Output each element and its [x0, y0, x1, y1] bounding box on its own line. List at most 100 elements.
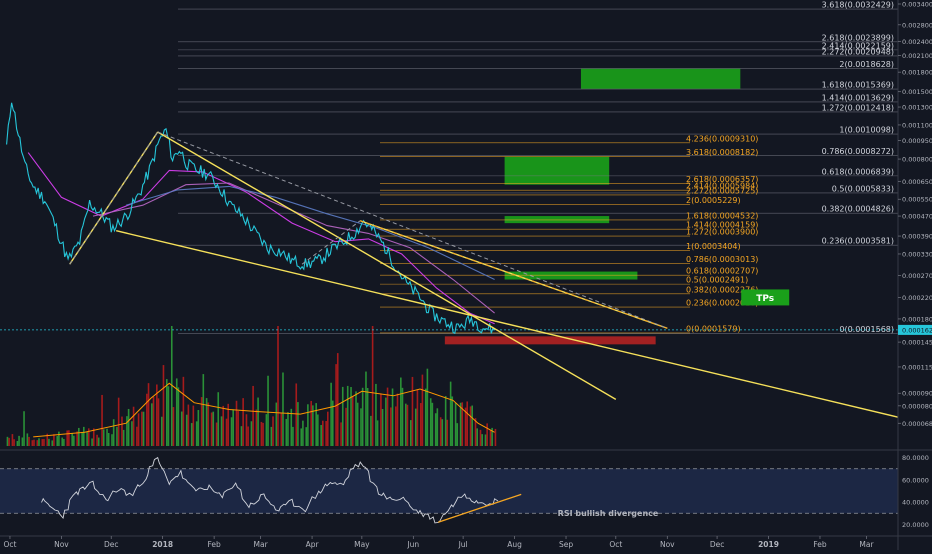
target-zone-2 — [504, 216, 610, 224]
volume-bar-117 — [297, 402, 299, 446]
volume-bar-10 — [31, 440, 34, 446]
fib-orange-label-8: 1.272(0.0003900) — [686, 228, 758, 237]
volume-bar-30 — [81, 432, 83, 446]
volume-bar-103 — [262, 422, 264, 446]
volume-bar-150 — [380, 393, 382, 446]
x-tick-label-15: 2019 — [758, 540, 779, 549]
volume-bar-67 — [172, 407, 175, 446]
volume-bar-158 — [400, 377, 402, 446]
volume-bar-78 — [200, 397, 203, 446]
volume-bar-73 — [187, 404, 190, 446]
volume-bar-92 — [235, 400, 238, 446]
volume-bar-132 — [335, 364, 337, 446]
x-tick-label-1: Nov — [54, 540, 69, 549]
fib-gray-label-10: 0.618(0.0006839) — [822, 167, 894, 176]
volume-bar-64 — [165, 379, 168, 446]
volume-bar-70 — [180, 411, 183, 446]
fib-orange-label-2: 2.618(0.0006357) — [686, 175, 758, 184]
volume-bar-0 — [6, 436, 9, 446]
volume-bar-185 — [466, 401, 469, 446]
volume-bar-77 — [197, 410, 200, 446]
x-tick-label-4: Feb — [207, 540, 221, 549]
volume-bar-176 — [444, 395, 447, 446]
fib-orange-label-6: 1.618(0.0004532) — [686, 211, 758, 220]
volume-bar-123 — [312, 405, 314, 446]
volume-bar-147 — [371, 326, 374, 446]
price-tag-box — [898, 324, 932, 335]
volume-bar-106 — [270, 426, 273, 446]
volume-bar-125 — [317, 414, 319, 446]
volume-bar-189 — [476, 428, 478, 446]
fib-orange-label-4: 2.272(0.0005725) — [686, 186, 758, 195]
volume-bar-131 — [331, 400, 334, 446]
trendline-5 — [157, 131, 668, 329]
volume-bar-54 — [141, 411, 143, 446]
volume-bar-157 — [396, 393, 399, 446]
volume-bar-4 — [16, 441, 19, 446]
volume-bar-164 — [414, 408, 417, 446]
volume-bar-21 — [58, 431, 60, 446]
volume-bar-19 — [53, 434, 55, 446]
volume-bar-183 — [461, 402, 464, 446]
x-tick-label-11: Sep — [559, 540, 573, 549]
volume-bar-69 — [177, 387, 180, 446]
fib-gray-label-2: 2.414(0.0022159) — [822, 41, 894, 50]
volume-bar-26 — [71, 433, 73, 446]
volume-bar-94 — [240, 426, 243, 446]
volume-bar-119 — [302, 420, 304, 446]
volume-bar-156 — [395, 406, 397, 446]
rsi-band — [0, 468, 898, 514]
rsi-y-tick-label-1: 60.0000 — [902, 476, 929, 484]
volume-bar-105 — [267, 375, 269, 446]
fib-gray-label-4: 2(0.0018628) — [839, 60, 894, 69]
trendline-4 — [69, 131, 159, 265]
volume-bar-58 — [151, 403, 153, 446]
volume-bar-89 — [227, 403, 230, 446]
volume-bar-55 — [142, 411, 145, 446]
trendline-2 — [116, 230, 899, 418]
annotations-layer: TPs — [741, 289, 790, 306]
volume-bar-159 — [401, 387, 404, 446]
volume-bar-139 — [351, 396, 354, 446]
volume-bar-53 — [137, 413, 140, 446]
volume-ma-line — [33, 382, 495, 438]
volume-bar-144 — [365, 371, 367, 446]
fib-gray-label-12: 0.382(0.0004826) — [822, 205, 894, 214]
fib-orange-label-3: 2.414(0.0005984) — [686, 182, 758, 191]
volume-bar-95 — [242, 398, 244, 446]
volume-bar-36 — [96, 434, 98, 446]
volume-bar-104 — [265, 414, 268, 446]
volume-bar-166 — [419, 403, 422, 446]
volume-bar-170 — [429, 398, 432, 446]
volume-bar-81 — [207, 402, 210, 446]
volume-layer — [6, 326, 497, 446]
volume-bar-33 — [87, 428, 90, 446]
volume-bar-79 — [202, 374, 205, 446]
volume-bar-194 — [489, 429, 492, 446]
volume-bar-82 — [210, 412, 213, 446]
rsi-y-tick-label-3: 20.0000 — [902, 521, 929, 529]
volume-bar-146 — [370, 415, 372, 446]
price-layer — [0, 102, 898, 335]
volume-bar-111 — [282, 372, 284, 446]
volume-bar-27 — [73, 435, 75, 446]
volume-bar-6 — [21, 437, 24, 446]
volume-bar-142 — [360, 408, 362, 446]
volume-bar-136 — [345, 407, 347, 446]
volume-bar-120 — [305, 427, 308, 446]
volume-bar-8 — [26, 433, 29, 446]
volume-bar-110 — [280, 412, 283, 446]
fib-orange-label-1: 3.618(0.0008182) — [686, 148, 758, 157]
fib-orange-label-15: 0(0.0001579) — [686, 324, 741, 333]
ma-line-1 — [92, 182, 495, 314]
zones-layer — [444, 68, 741, 345]
fib-orange-label-12: 0.5(0.0002491) — [686, 276, 748, 285]
volume-bar-12 — [36, 440, 39, 446]
x-tick-label-0: Oct — [3, 540, 16, 549]
